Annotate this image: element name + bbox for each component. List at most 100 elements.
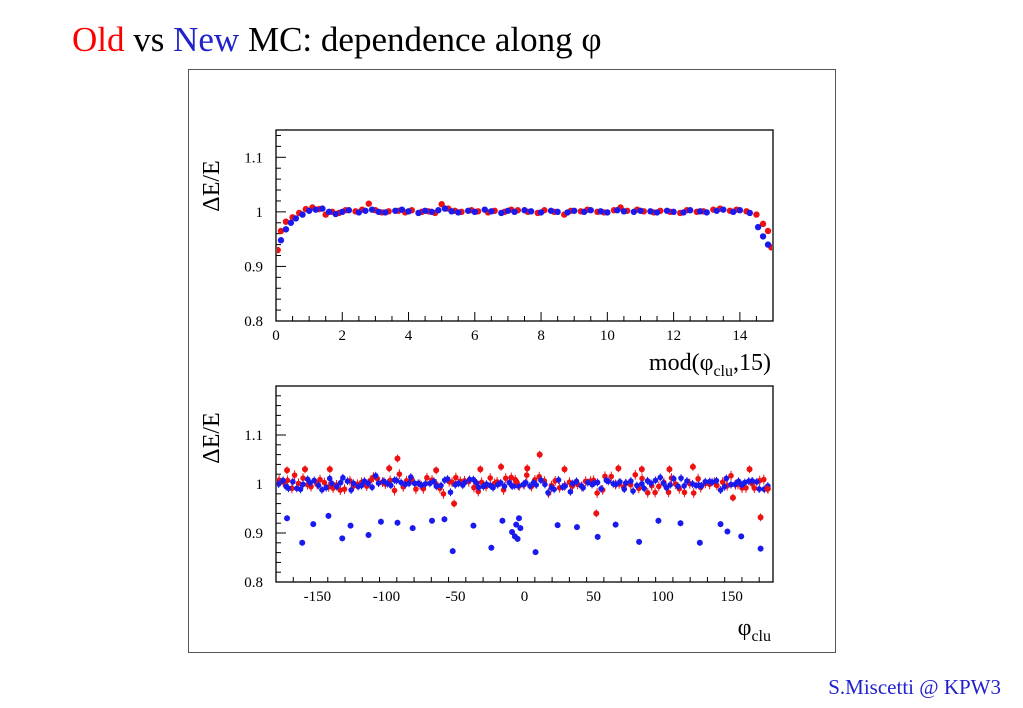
data-point [594,533,601,540]
data-point [487,475,494,481]
data-point [415,209,422,217]
data-point [533,482,540,488]
data-point [277,237,285,244]
data-point [345,207,353,214]
data-point [717,487,724,493]
data-point [764,485,771,492]
data-point [475,484,482,491]
data-point [684,478,690,484]
data-point [311,477,318,484]
data-point [729,494,736,501]
data-point [382,209,389,216]
x-tick-label: 100 [651,589,674,605]
data-point [670,208,677,216]
data-point [644,490,651,496]
data-point [277,246,281,254]
slide-title: Old vs New MC: dependence along φ [72,14,602,66]
data-point [680,209,687,216]
data-point [615,465,622,472]
data-point [398,206,406,213]
data-point [532,549,539,556]
data-point [451,500,458,507]
data-point [348,487,354,493]
data-point [358,482,365,489]
x-tick-label: 8 [537,328,545,344]
y-tick-label: 1.1 [244,150,263,166]
data-point [312,206,319,213]
data-point [564,209,571,216]
data-point [681,483,687,489]
data-point [428,208,435,216]
data-point [571,207,578,214]
y-axis-label: ΔE/E [199,160,225,211]
data-point [325,208,333,216]
data-point [562,483,569,489]
data-point [471,484,477,491]
chart-2: -150 -100 -50 0 50 100 150 0.8 0.9 1 1.1 ΔE/E φclu [199,385,774,645]
x-tick-label: 4 [405,328,413,344]
data-point [284,477,291,484]
data-point [504,207,512,214]
data-point [300,475,306,481]
data-point [759,233,767,240]
data-point [292,215,300,222]
data-layer [277,450,771,556]
x-axis-label-subscript: clu [713,363,733,380]
data-point [754,223,762,231]
data-point [561,466,568,473]
data-point [617,479,623,485]
x-tick-label: 2 [339,328,347,344]
data-point [365,531,372,538]
data-point [515,515,522,522]
data-point [323,484,329,491]
data-point [277,227,285,235]
data-point [665,489,672,496]
data-point [490,484,496,491]
data-point [667,482,673,488]
data-point [515,483,522,489]
x-tick-label: 0 [272,328,280,344]
data-point [746,466,753,473]
data-point [696,539,703,546]
data-point [759,220,767,228]
data-point [339,208,346,216]
data-point [663,207,671,214]
y-tick-label: 0.8 [244,314,263,330]
data-point [638,466,645,473]
data-point [365,200,372,207]
data-point [523,472,530,478]
data-point [746,209,754,217]
data-point [573,524,580,531]
data-point [695,475,701,482]
x-tick-label: -100 [373,589,401,605]
data-point [614,207,621,214]
data-point [280,477,286,484]
data-point [431,478,437,485]
x-axis-label-subscript: clu [751,628,771,645]
data-point [344,478,351,484]
data-point [593,510,600,517]
data-point [720,206,727,213]
data-point [580,484,586,491]
data-point [369,484,375,491]
data-point [341,486,348,492]
data-point [435,207,442,214]
data-point [326,475,333,482]
data-point [735,478,742,485]
y-tick-label: 1 [256,205,264,221]
data-point [647,208,654,215]
data-point [329,480,335,487]
data-point [284,467,291,474]
data-point [757,545,764,552]
data-point [406,480,412,487]
data-point [764,227,772,235]
data-point [537,209,545,216]
data-point [405,208,412,215]
data-point [587,207,594,214]
data-point [639,480,645,487]
data-point [513,478,520,485]
data-point [477,466,484,473]
x-axis-label-part: φ [738,615,752,641]
data-point [297,486,304,493]
data-point [291,472,298,478]
